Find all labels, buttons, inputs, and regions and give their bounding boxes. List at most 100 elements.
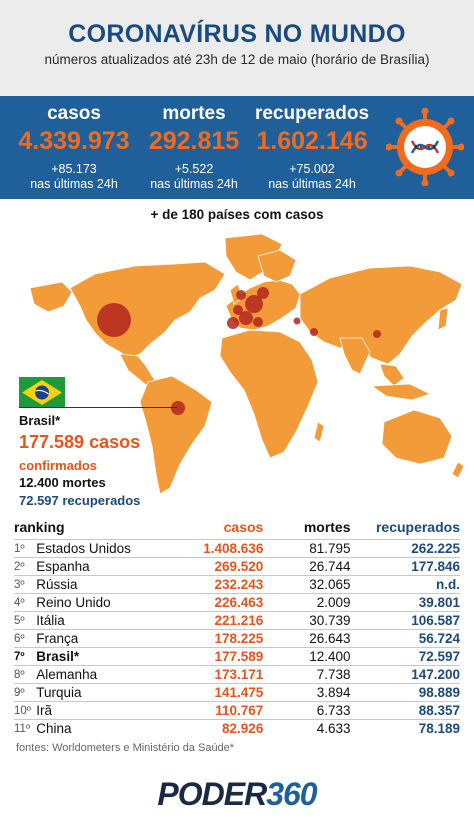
col-recovered: recuperados xyxy=(375,519,460,535)
country-cell: Irã xyxy=(36,703,53,718)
brazil-cases-suffix: confirmados xyxy=(19,458,98,473)
stat-period: nas últimas 24h xyxy=(150,177,238,191)
table-row: 3º Rússia 232.243 32.065 n.d. xyxy=(14,575,460,594)
cases-cell: 141.475 xyxy=(214,685,264,700)
rank-cell: 5º xyxy=(14,614,25,627)
cases-cell: 177.589 xyxy=(214,649,264,664)
table-header-row: ranking casos mortes recuperados xyxy=(14,519,460,540)
col-deaths: mortes xyxy=(303,519,351,535)
stat-period: nas últimas 24h xyxy=(30,177,118,191)
stat-period: nas últimas 24h xyxy=(268,177,356,191)
rank-cell: 6º xyxy=(14,632,25,645)
brazil-deaths: 12.400 mortes xyxy=(19,475,106,490)
stat-increase: +75.002 xyxy=(289,162,335,176)
recovered-cell: 177.846 xyxy=(411,559,460,574)
recovered-cell: 147.200 xyxy=(411,667,460,682)
country-cell: França xyxy=(36,631,79,646)
table-row: 7º Brasil* 177.589 12.400 72.597 xyxy=(14,647,460,666)
deaths-cell: 4.633 xyxy=(316,721,351,736)
rank-cell: 2º xyxy=(14,560,25,573)
cases-cell: 173.171 xyxy=(214,667,264,682)
recovered-cell: 78.189 xyxy=(418,721,460,736)
country-cell: Itália xyxy=(36,613,65,628)
table-row: 2º Espanha 269.520 26.744 177.846 xyxy=(14,557,460,576)
cases-cell: 178.225 xyxy=(214,631,264,646)
countries-note: + de 180 países com casos xyxy=(150,207,324,222)
virus-dna-icon xyxy=(386,108,464,186)
brazil-recovered: 72.597 recuperados xyxy=(19,493,141,508)
recovered-cell: 98.889 xyxy=(418,685,460,700)
recovered-cell: 106.587 xyxy=(411,613,460,628)
col-cases: casos xyxy=(223,519,264,535)
deaths-cell: 32.065 xyxy=(309,577,351,592)
stat-cases: casos 4.339.973 +85.173 nas últimas 24h xyxy=(8,103,140,191)
deaths-cell: 7.738 xyxy=(316,667,351,682)
recovered-cell: n.d. xyxy=(436,577,460,592)
poder360-logo: PODER360 xyxy=(0,776,474,813)
table-row: 8º Alemanha 173.171 7.738 147.200 xyxy=(14,665,460,684)
stat-label: casos xyxy=(47,103,101,124)
recovered-cell: 56.724 xyxy=(418,631,460,646)
rank-cell: 10º xyxy=(14,704,31,717)
header: CORONAVÍRUS NO MUNDO números atualizados… xyxy=(0,0,474,96)
cases-cell: 269.520 xyxy=(214,559,264,574)
cases-cell: 1.408.636 xyxy=(203,541,264,556)
country-cell: Rússia xyxy=(36,577,78,592)
rank-cell: 4º xyxy=(14,596,25,609)
deaths-cell: 2.009 xyxy=(316,595,351,610)
deaths-cell: 30.739 xyxy=(309,613,351,628)
page-subtitle: números atualizados até 23h de 12 de mai… xyxy=(44,52,430,67)
country-cell: Espanha xyxy=(36,559,90,574)
stat-label: mortes xyxy=(162,103,226,124)
brazil-cases: 177.589 casos xyxy=(19,432,141,452)
col-ranking: ranking xyxy=(14,519,65,535)
rank-cell: 7º xyxy=(14,650,25,663)
source-note: fontes: Worldometers e Ministério da Saú… xyxy=(16,742,235,754)
brazil-pointer-line xyxy=(19,407,177,408)
stat-value: 292.815 xyxy=(148,127,240,155)
page-title: CORONAVÍRUS NO MUNDO xyxy=(68,20,406,48)
table-row: 6º França 178.225 26.643 56.724 xyxy=(14,629,460,648)
stat-recovered: recuperados 1.602.146 +75.002 nas última… xyxy=(246,103,378,191)
cases-cell: 82.926 xyxy=(222,721,264,736)
stat-deaths: mortes 292.815 +5.522 nas últimas 24h xyxy=(128,103,260,191)
recovered-cell: 39.801 xyxy=(418,595,460,610)
table-row: 4º Reino Unido 226.463 2.009 39.801 xyxy=(14,593,460,612)
stat-value: 1.602.146 xyxy=(256,127,368,155)
deaths-cell: 26.643 xyxy=(309,631,351,646)
deaths-cell: 81.795 xyxy=(309,541,351,556)
stat-increase: +5.522 xyxy=(174,162,214,176)
table-body: 1º Estados Unidos 1.408.636 81.795 262.225 2º… xyxy=(14,539,460,738)
cases-cell: 110.767 xyxy=(215,703,264,718)
country-cell: Estados Unidos xyxy=(36,541,131,556)
table-row: 10º Irã 110.767 6.733 88.357 xyxy=(14,701,460,720)
deaths-cell: 26.744 xyxy=(309,559,351,574)
table-row: 9º Turquia 141.475 3.894 98.889 xyxy=(14,683,460,702)
cases-cell: 221.216 xyxy=(214,613,264,628)
country-cell: Alemanha xyxy=(36,667,98,682)
recovered-cell: 262.225 xyxy=(411,541,460,556)
country-cell: China xyxy=(36,721,72,736)
table-row: 5º Itália 221.216 30.739 106.587 xyxy=(14,611,460,630)
rank-cell: 3º xyxy=(14,578,25,591)
table-row: 11º China 82.926 4.633 78.189 xyxy=(14,719,460,738)
stat-label: recuperados xyxy=(254,103,370,124)
country-cell: Reino Unido xyxy=(36,595,111,610)
rank-cell: 9º xyxy=(14,686,25,699)
brazil-flag-icon xyxy=(19,377,65,408)
stat-value: 4.339.973 xyxy=(18,127,130,155)
recovered-cell: 88.357 xyxy=(418,703,460,718)
world-map xyxy=(29,233,465,495)
rank-cell: 11º xyxy=(14,722,31,735)
rank-cell: 8º xyxy=(14,668,25,681)
deaths-cell: 6.733 xyxy=(316,703,351,718)
stat-increase: +85.173 xyxy=(51,162,97,176)
cases-cell: 232.243 xyxy=(214,577,264,592)
deaths-cell: 12.400 xyxy=(309,649,351,664)
recovered-cell: 72.597 xyxy=(418,649,460,664)
deaths-cell: 3.894 xyxy=(316,685,351,700)
brazil-label: Brasil* xyxy=(19,413,61,428)
country-cell: Brasil* xyxy=(36,649,80,664)
logo-part-1: PODER xyxy=(157,776,267,812)
logo-part-2: 360 xyxy=(266,776,317,812)
